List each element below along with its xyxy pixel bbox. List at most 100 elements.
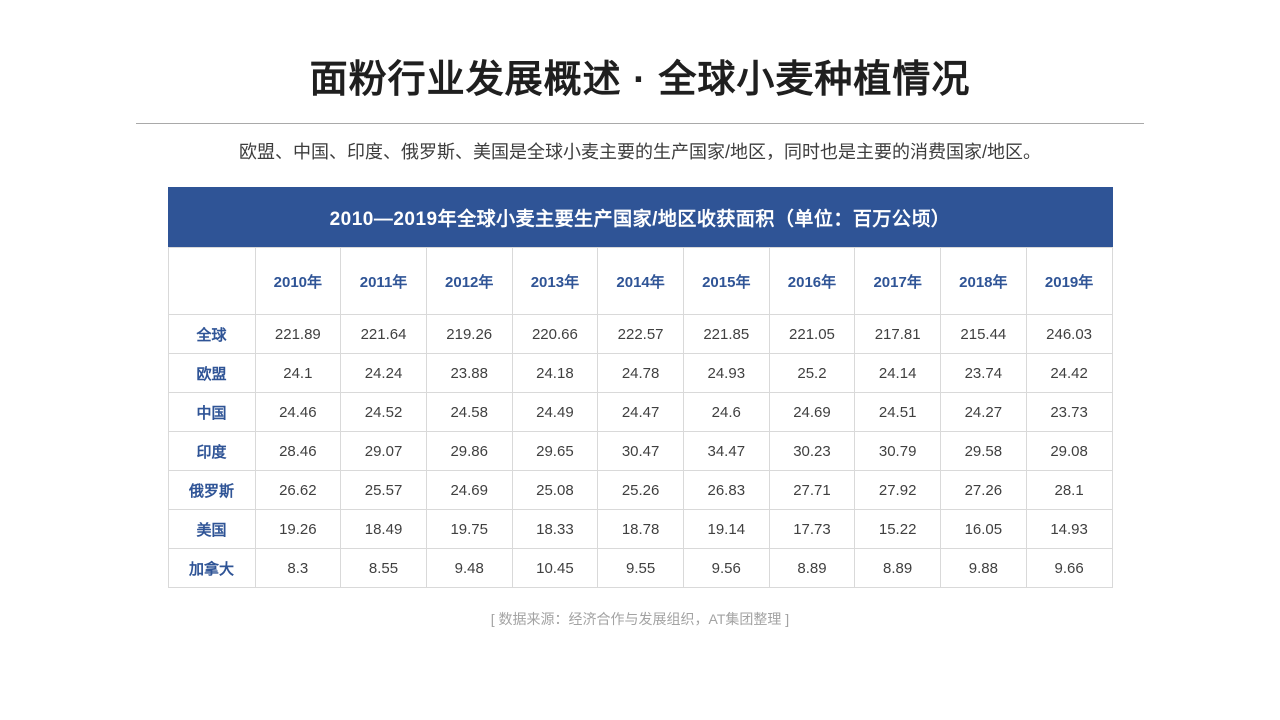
data-cell: 17.73 — [768, 509, 856, 549]
data-cell: 18.33 — [511, 509, 599, 549]
year-header-cell: 2011年 — [340, 247, 427, 315]
corner-cell — [167, 247, 256, 315]
data-cell: 24.46 — [254, 392, 342, 432]
data-cell: 19.14 — [682, 509, 770, 549]
data-cell: 15.22 — [854, 509, 941, 549]
page-title: 面粉行业发展概述 · 全球小麦种植情况 — [309, 59, 971, 101]
data-cell: 19.75 — [425, 509, 513, 549]
data-cell: 222.57 — [597, 314, 684, 354]
data-cell: 24.18 — [511, 353, 599, 393]
data-cell: 24.24 — [340, 353, 427, 393]
data-cell: 24.78 — [597, 353, 684, 393]
row-label: 加拿大 — [167, 548, 256, 588]
table-row: 美国 19.26 18.49 19.75 18.33 18.78 19.14 17.73 15.… — [167, 509, 1113, 549]
data-cell: 25.26 — [597, 470, 684, 510]
data-cell: 25.08 — [511, 470, 599, 510]
data-cell: 8.3 — [254, 548, 342, 588]
data-cell: 18.78 — [597, 509, 684, 549]
data-cell: 30.79 — [854, 431, 941, 471]
data-cell: 19.26 — [254, 509, 342, 549]
data-cell: 217.81 — [854, 314, 941, 354]
table-row: 全球 221.89 221.64 219.26 220.66 222.57 221.85 22… — [167, 314, 1113, 354]
year-header-cell: 2017年 — [854, 247, 941, 315]
data-cell: 23.74 — [940, 353, 1027, 393]
data-cell: 24.51 — [854, 392, 941, 432]
data-cell: 215.44 — [940, 314, 1027, 354]
data-cell: 18.49 — [340, 509, 427, 549]
data-cell: 221.89 — [254, 314, 342, 354]
data-cell: 221.05 — [768, 314, 856, 354]
row-label: 印度 — [167, 431, 256, 471]
data-cell: 27.71 — [768, 470, 856, 510]
data-cell: 23.88 — [425, 353, 513, 393]
data-cell: 9.55 — [597, 548, 684, 588]
data-cell: 9.88 — [940, 548, 1027, 588]
row-label: 美国 — [167, 509, 256, 549]
data-cell: 27.92 — [854, 470, 941, 510]
table-caption-text: 2010—2019年全球小麦主要生产国家/地区收获面积（单位：百万公顷） — [329, 208, 951, 230]
row-label: 中国 — [167, 392, 256, 432]
table-caption-banner: 2010—2019年全球小麦主要生产国家/地区收获面积（单位：百万公顷） — [167, 187, 1113, 247]
year-header-cell: 2012年 — [425, 247, 513, 315]
year-header-cell: 2019年 — [1025, 247, 1113, 315]
data-cell: 8.89 — [854, 548, 941, 588]
table-row: 欧盟 24.1 24.24 23.88 24.18 24.78 24.93 25.2 24.14… — [167, 353, 1113, 393]
row-label: 全球 — [167, 314, 256, 354]
year-header-cell: 2014年 — [597, 247, 684, 315]
data-cell: 24.6 — [682, 392, 770, 432]
year-header-cell: 2010年 — [254, 247, 342, 315]
data-cell: 26.83 — [682, 470, 770, 510]
data-cell: 24.52 — [340, 392, 427, 432]
year-header-cell: 2018年 — [940, 247, 1027, 315]
data-cell: 29.58 — [940, 431, 1027, 471]
table-row: 中国 24.46 24.52 24.58 24.49 24.47 24.6 24.69 24.5… — [167, 392, 1113, 432]
data-cell: 24.58 — [425, 392, 513, 432]
data-cell: 24.47 — [597, 392, 684, 432]
table-header: 2010年 2011年 2012年 2013年 2014年 2015年 2016年 2017年… — [167, 247, 1113, 315]
table-row: 印度 28.46 29.07 29.86 29.65 30.47 34.47 30.23 30.… — [167, 431, 1113, 471]
data-cell: 24.42 — [1025, 353, 1113, 393]
data-cell: 30.47 — [597, 431, 684, 471]
table-row: 俄罗斯 26.62 25.57 24.69 25.08 25.26 26.83 27.71 27… — [167, 470, 1113, 510]
title-divider — [136, 123, 1144, 124]
data-cell: 23.73 — [1025, 392, 1113, 432]
data-cell: 24.93 — [682, 353, 770, 393]
subtitle-text: 欧盟、中国、印度、俄罗斯、美国是全球小麦主要的生产国家/地区，同时也是主要的消费… — [239, 142, 1041, 162]
wheat-area-table: 2010年 2011年 2012年 2013年 2014年 2015年 2016年 2017年… — [167, 247, 1113, 588]
data-cell: 29.07 — [340, 431, 427, 471]
data-cell: 8.55 — [340, 548, 427, 588]
year-header-row: 2010年 2011年 2012年 2013年 2014年 2015年 2016年 2017年… — [167, 247, 1113, 315]
data-cell: 34.47 — [682, 431, 770, 471]
data-cell: 221.85 — [682, 314, 770, 354]
data-cell: 24.27 — [940, 392, 1027, 432]
year-header-cell: 2016年 — [768, 247, 856, 315]
year-header-cell: 2015年 — [682, 247, 770, 315]
data-cell: 29.86 — [425, 431, 513, 471]
data-cell: 221.64 — [340, 314, 427, 354]
data-cell: 219.26 — [425, 314, 513, 354]
row-label: 欧盟 — [167, 353, 256, 393]
data-source-note: [ 数据来源：经济合作与发展组织，AT集团整理 ] — [490, 611, 790, 627]
data-cell: 24.69 — [425, 470, 513, 510]
data-cell: 28.1 — [1025, 470, 1113, 510]
data-cell: 10.45 — [511, 548, 599, 588]
table-body: 全球 221.89 221.64 219.26 220.66 222.57 221.85 22… — [167, 314, 1113, 588]
data-cell: 16.05 — [940, 509, 1027, 549]
data-cell: 30.23 — [768, 431, 856, 471]
wheat-area-table-container: 2010—2019年全球小麦主要生产国家/地区收获面积（单位：百万公顷） 201… — [167, 187, 1113, 588]
data-cell: 25.57 — [340, 470, 427, 510]
data-cell: 220.66 — [511, 314, 599, 354]
data-cell: 25.2 — [768, 353, 856, 393]
data-cell: 24.14 — [854, 353, 941, 393]
data-cell: 28.46 — [254, 431, 342, 471]
data-cell: 246.03 — [1025, 314, 1113, 354]
data-cell: 8.89 — [768, 548, 856, 588]
row-label: 俄罗斯 — [167, 470, 256, 510]
data-cell: 24.49 — [511, 392, 599, 432]
table-row: 加拿大 8.3 8.55 9.48 10.45 9.55 9.56 8.89 8.89 9.88 9… — [167, 548, 1113, 588]
data-cell: 14.93 — [1025, 509, 1113, 549]
data-cell: 29.08 — [1025, 431, 1113, 471]
year-header-cell: 2013年 — [511, 247, 599, 315]
data-cell: 29.65 — [511, 431, 599, 471]
